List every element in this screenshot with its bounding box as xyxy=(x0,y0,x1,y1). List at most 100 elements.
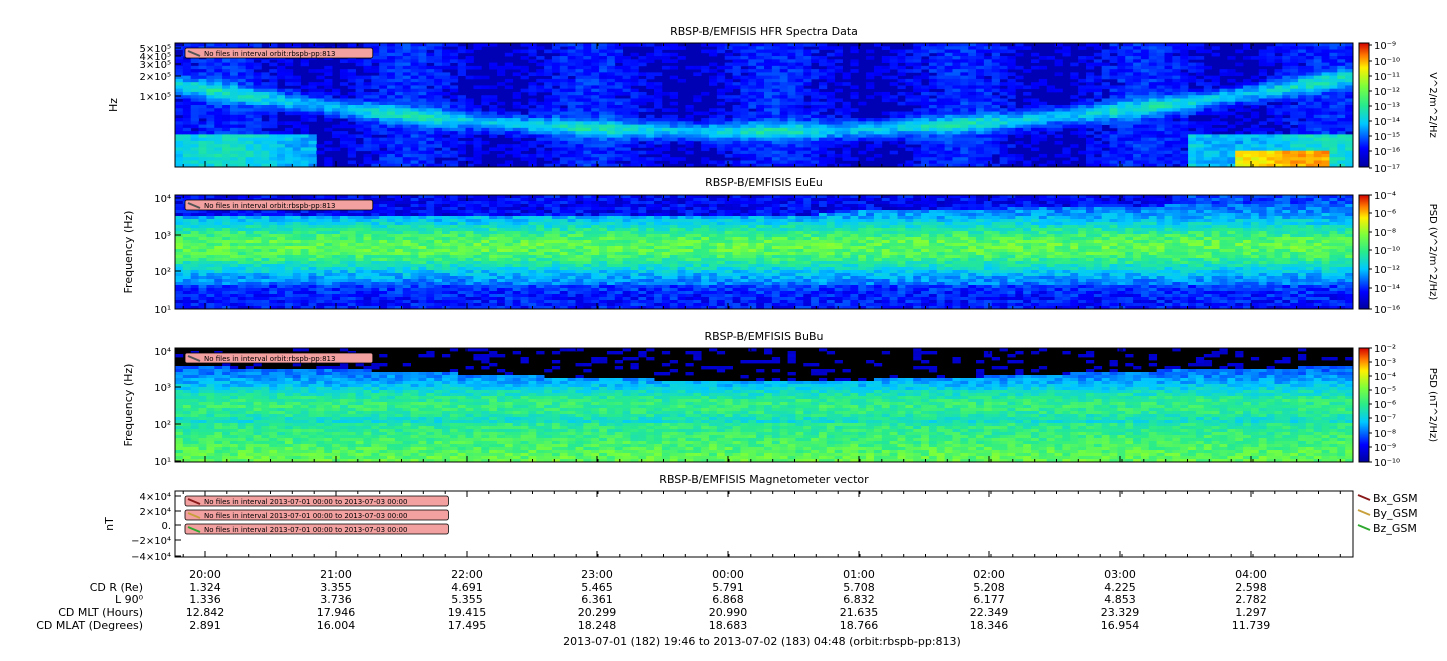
panel-2-ylabel: Frequency (Hz) xyxy=(122,211,135,294)
panel-3-title: RBSP-B/EMFISIS BuBu xyxy=(705,330,824,343)
panel-2-ytick-label: 10¹ xyxy=(154,305,171,316)
spectrogram-2 xyxy=(175,195,1353,309)
panel-4-notice-text: No files in interval 2013-07-01 00:00 to… xyxy=(204,512,407,520)
ephemeris-value: 19.415 xyxy=(448,606,487,619)
ephemeris-value: 17.495 xyxy=(448,619,487,632)
panel-4-ylabel: nT xyxy=(103,517,116,531)
ephemeris-value: 6.177 xyxy=(973,593,1005,606)
ephemeris-value: 20.990 xyxy=(709,606,748,619)
ephemeris-row-label: CD MLT (Hours) xyxy=(58,606,143,619)
ephemeris-value: 12.842 xyxy=(186,606,225,619)
legend-swatch xyxy=(1358,495,1370,500)
ephemeris-value: 6.361 xyxy=(581,593,613,606)
colorbar-3-tick-label: 10⁻⁹ xyxy=(1374,443,1396,454)
panel-4-notice-text: No files in interval 2013-07-01 00:00 to… xyxy=(204,526,407,534)
colorbar-2-tick-label: 10⁻¹⁶ xyxy=(1374,305,1400,316)
ephemeris-value: 11.739 xyxy=(1232,619,1271,632)
panel-2-title: RBSP-B/EMFISIS EuEu xyxy=(705,176,823,189)
time-tick-label: 23:00 xyxy=(581,568,613,581)
ephemeris-value: 3.736 xyxy=(320,593,352,606)
ephemeris-value: 18.248 xyxy=(578,619,617,632)
ephemeris-value: 16.954 xyxy=(1101,619,1140,632)
panel-1-ytick-label: 1×10⁵ xyxy=(140,92,171,103)
colorbar-2-tick-label: 10⁻¹² xyxy=(1374,265,1400,276)
colorbar-1-tick-label: 10⁻¹⁰ xyxy=(1374,57,1400,68)
colorbar-1-tick-label: 10⁻¹⁷ xyxy=(1374,164,1400,175)
colorbar-2 xyxy=(1359,195,1369,309)
colorbar-2-tick-label: 10⁻⁴ xyxy=(1374,191,1396,202)
ephemeris-row-label: CD MLAT (Degrees) xyxy=(36,619,143,632)
colorbar-1-tick-label: 10⁻¹⁵ xyxy=(1374,132,1400,143)
ephemeris-value: 17.946 xyxy=(317,606,356,619)
panel-3-ylabel: Frequency (Hz) xyxy=(122,364,135,447)
ephemeris-value: 2.782 xyxy=(1235,593,1267,606)
ephemeris-value: 2.891 xyxy=(189,619,221,632)
panel-4-ytick-label: 0. xyxy=(161,521,171,532)
legend-swatch xyxy=(1358,510,1370,515)
colorbar-3-tick-label: 10⁻⁵ xyxy=(1374,386,1396,397)
ephemeris-row-label: L 90⁰ xyxy=(115,593,144,606)
panel-4-notice-text: No files in interval 2013-07-01 00:00 to… xyxy=(204,498,407,506)
ephemeris-value: 16.004 xyxy=(317,619,356,632)
time-tick-label: 03:00 xyxy=(1104,568,1136,581)
colorbar-2-tick-label: 10⁻⁸ xyxy=(1374,228,1396,239)
legend-swatch xyxy=(1358,525,1370,530)
panel-4-ytick-label: −2×10⁴ xyxy=(131,536,171,547)
panel-4-ytick-label: 2×10⁴ xyxy=(140,507,171,518)
colorbar-1-tick-label: 10⁻¹² xyxy=(1374,87,1400,98)
ephemeris-value: 22.349 xyxy=(970,606,1009,619)
colorbar-1-tick-label: 10⁻¹¹ xyxy=(1374,72,1400,83)
ephemeris-value: 4.853 xyxy=(1104,593,1136,606)
ephemeris-value: 18.346 xyxy=(970,619,1009,632)
panel-3-ytick-label: 10² xyxy=(154,420,171,431)
time-tick-label: 20:00 xyxy=(189,568,221,581)
panel-4-ytick-label: −4×10⁴ xyxy=(131,552,171,563)
panel-1-title: RBSP-B/EMFISIS HFR Spectra Data xyxy=(670,25,858,38)
colorbar-3-tick-label: 10⁻² xyxy=(1374,344,1396,355)
colorbar-1 xyxy=(1359,43,1369,167)
colorbar-2-tick-label: 10⁻¹⁰ xyxy=(1374,246,1400,257)
ephemeris-value: 20.299 xyxy=(578,606,617,619)
panel-1-ytick-label: 3×10⁵ xyxy=(140,60,171,71)
colorbar-1-tick-label: 10⁻⁹ xyxy=(1374,41,1396,52)
ephemeris-value: 18.766 xyxy=(840,619,879,632)
spectrogram-3 xyxy=(175,348,1353,462)
panel-3-ytick-label: 10¹ xyxy=(154,457,171,468)
colorbar-3-label: PSD (nT^2/Hz) xyxy=(1427,368,1438,442)
panel-4-ytick-label: 4×10⁴ xyxy=(140,492,171,503)
colorbar-1-label: V^2/m^2/Hz xyxy=(1427,72,1438,138)
panel-3-ytick-label: 10³ xyxy=(154,383,171,394)
colorbar-3-tick-label: 10⁻⁴ xyxy=(1374,372,1396,383)
colorbar-1-tick-label: 10⁻¹⁴ xyxy=(1374,117,1400,128)
panel-2-ytick-label: 10⁴ xyxy=(154,194,171,205)
legend-entry: Bz_GSM xyxy=(1373,522,1417,535)
time-tick-label: 21:00 xyxy=(320,568,352,581)
ephemeris-value: 23.329 xyxy=(1101,606,1140,619)
panel-1-ytick-label: 2×10⁵ xyxy=(140,72,171,83)
colorbar-3-tick-label: 10⁻¹⁰ xyxy=(1374,458,1400,469)
panel-4-title: RBSP-B/EMFISIS Magnetometer vector xyxy=(659,473,869,486)
ephemeris-value: 18.683 xyxy=(709,619,748,632)
panel-3-notice-text: No files in interval orbit:rbspb-pp:813 xyxy=(204,355,335,363)
colorbar-3-tick-label: 10⁻⁸ xyxy=(1374,429,1396,440)
colorbar-2-tick-label: 10⁻¹⁴ xyxy=(1374,284,1400,295)
time-range-footer: 2013-07-01 (182) 19:46 to 2013-07-02 (18… xyxy=(563,635,961,648)
panel-3-ytick-label: 10⁴ xyxy=(154,347,171,358)
ephemeris-value: 6.868 xyxy=(712,593,744,606)
panel-2-notice-text: No files in interval orbit:rbspb-pp:813 xyxy=(204,202,335,210)
time-tick-label: 22:00 xyxy=(451,568,483,581)
spectrogram-1 xyxy=(175,43,1353,167)
ephemeris-value: 21.635 xyxy=(840,606,879,619)
time-tick-label: 00:00 xyxy=(712,568,744,581)
ephemeris-value: 6.832 xyxy=(843,593,875,606)
colorbar-3-tick-label: 10⁻³ xyxy=(1374,358,1396,369)
panel-2-ytick-label: 10³ xyxy=(154,231,171,242)
ephemeris-value: 1.336 xyxy=(189,593,221,606)
colorbar-2-tick-label: 10⁻⁶ xyxy=(1374,209,1396,220)
colorbar-1-tick-label: 10⁻¹³ xyxy=(1374,102,1400,113)
colorbar-3-tick-label: 10⁻⁷ xyxy=(1374,414,1396,425)
colorbar-1-tick-label: 10⁻¹⁶ xyxy=(1374,147,1400,158)
panel-1-notice-text: No files in interval orbit:rbspb-pp:813 xyxy=(204,50,335,58)
